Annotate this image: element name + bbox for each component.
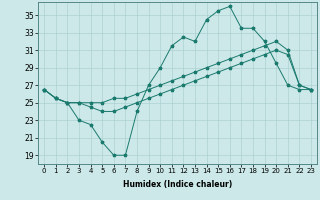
X-axis label: Humidex (Indice chaleur): Humidex (Indice chaleur) — [123, 180, 232, 189]
